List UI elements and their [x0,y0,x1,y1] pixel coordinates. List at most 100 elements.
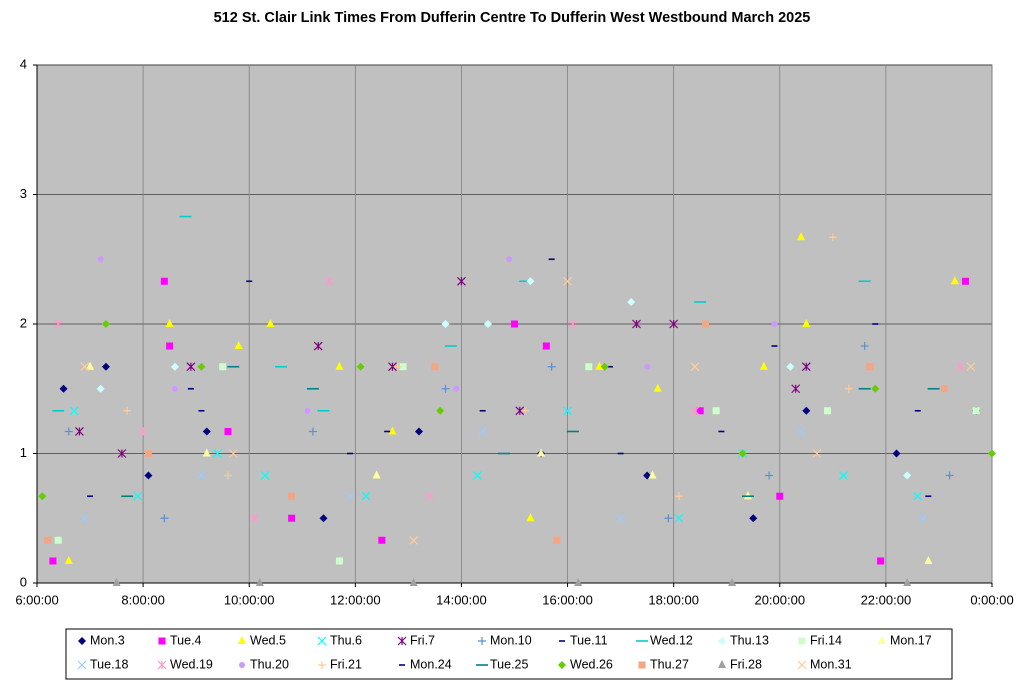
point [123,406,132,415]
point [632,319,641,329]
point [415,427,423,436]
y-tick-label: 3 [20,186,27,201]
point [690,406,700,416]
series [44,320,948,544]
series [49,277,969,565]
point [664,514,673,523]
point [436,406,445,415]
point [86,361,95,370]
point [304,407,311,414]
point [133,491,143,501]
point [712,407,720,415]
point [776,492,784,500]
point [38,492,47,501]
series [38,320,996,501]
point [457,276,466,286]
point [165,319,174,327]
y-tick-label: 2 [20,315,27,330]
x-tick-label: 22:00:00 [861,592,912,607]
series [112,578,912,586]
series [80,276,976,545]
x-tick-label: 18:00:00 [648,592,699,607]
legend-marker [718,637,726,645]
point [361,491,371,501]
point [197,471,206,480]
legend-label: Mon.3 [90,633,125,647]
point [478,427,488,436]
point [918,513,928,523]
point [690,362,700,372]
point [144,471,153,480]
point [648,470,657,479]
legend-label: Mon.31 [810,657,852,671]
point [388,362,397,372]
point [44,536,52,544]
point [955,362,965,372]
point [228,449,238,458]
legend-label: Tue.4 [170,633,202,647]
point [988,449,996,458]
point [54,536,62,544]
legend-label: Fri.28 [730,657,762,671]
point [903,578,912,586]
point [802,319,811,327]
point [903,471,912,480]
y-tick-label: 1 [20,445,27,460]
legend-label: Tue.25 [490,657,529,671]
point [801,362,811,372]
point [345,491,355,501]
series [123,233,853,501]
point [786,362,795,371]
point [53,319,63,329]
point [59,384,68,393]
point [335,557,343,565]
point [771,321,778,327]
y-tick-label: 4 [20,56,27,71]
point [308,427,317,436]
point [378,536,386,544]
point [313,341,323,351]
legend-label: Thu.27 [650,657,689,671]
point [112,578,121,586]
point [197,362,206,371]
point [940,385,948,393]
series [75,276,811,458]
point [425,491,435,501]
legend-label: Tue.11 [570,633,608,647]
legend-label: Mon.10 [490,633,532,647]
series [64,342,954,523]
point [828,233,837,242]
series [87,258,932,498]
x-tick-label: 16:00:00 [542,592,593,607]
legend-box [65,628,953,680]
point [542,342,550,350]
point [49,557,57,565]
point [288,492,296,500]
legend-label: Mon.17 [890,633,932,647]
x-tick-label: 14:00:00 [436,592,487,607]
point [839,471,848,480]
point [75,427,84,436]
point [743,491,752,500]
point [674,492,683,501]
point [547,362,556,371]
point [224,427,232,435]
point [64,555,73,564]
point [186,362,196,372]
series [64,232,959,564]
point [388,426,397,435]
point [80,362,90,372]
point [749,514,758,523]
point [537,448,546,457]
point [696,407,704,415]
point [409,535,419,545]
point [791,384,801,394]
point [234,341,243,350]
x-tick-label: 8:00:00 [121,592,164,607]
legend-marker [797,660,807,670]
point [393,362,402,371]
legend-marker [239,662,245,668]
point [812,449,822,458]
point [866,363,874,371]
legend-label: Tue.18 [90,657,129,671]
